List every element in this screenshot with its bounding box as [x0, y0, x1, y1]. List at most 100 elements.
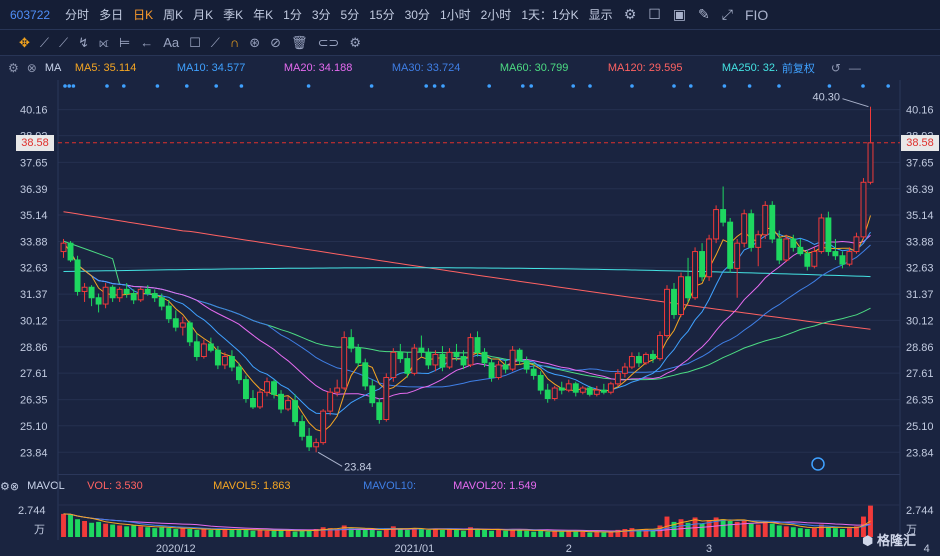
period-tab[interactable]: 多日 — [99, 8, 124, 22]
crosshair-icon[interactable]: ✥ — [19, 34, 30, 50]
y-tick-label-left: 26.35 — [20, 395, 48, 407]
period-tab[interactable]: 30分 — [404, 8, 430, 22]
magnet-icon[interactable]: ∩ — [229, 35, 240, 50]
pen-icon[interactable]: ✎ — [698, 6, 710, 22]
candle-body — [130, 293, 137, 301]
volume-bar — [517, 529, 523, 537]
min-price-label: 23.84 — [344, 461, 372, 473]
volume-bar — [825, 527, 831, 537]
hide-icon[interactable]: ⊘ — [270, 34, 282, 50]
ma5-value: MA5: 35.114 — [74, 62, 137, 74]
period-tab[interactable]: 年K — [253, 8, 274, 22]
volume-bar — [769, 523, 775, 537]
event-marker — [432, 84, 437, 88]
channel-tool-icon[interactable]: ⟖ — [99, 34, 109, 50]
volume-bar — [376, 530, 382, 537]
volume-bar — [657, 525, 663, 537]
candle-body — [250, 398, 256, 408]
wave-tool-icon[interactable]: ↯ — [78, 34, 90, 50]
volume-bar — [145, 527, 151, 537]
candle-body — [397, 351, 404, 360]
period-tab[interactable]: 分时 — [65, 8, 90, 22]
camera-icon[interactable]: ▣ — [672, 6, 687, 22]
candle-body — [362, 362, 369, 387]
arrow-tool-icon[interactable]: ← — [140, 35, 154, 50]
checkbox-icon[interactable]: ☐ — [648, 6, 661, 22]
period-tab[interactable]: 1分 — [283, 8, 302, 22]
fio-button[interactable]: FIO — [744, 6, 769, 23]
fullscreen-icon[interactable]: ⤢ — [721, 6, 733, 22]
volume-bar — [418, 529, 424, 537]
period-tab[interactable]: 月K — [193, 8, 214, 22]
brand-mark-icon: ⬢ — [862, 533, 874, 548]
candle-body — [593, 389, 600, 395]
candle-body — [390, 351, 397, 379]
vol-close-icon[interactable]: ⊗ — [9, 480, 20, 493]
candle-body — [313, 442, 320, 448]
candle-body — [376, 402, 383, 421]
period-tab[interactable]: 周K — [163, 8, 184, 22]
candle-body — [109, 286, 116, 299]
period-tab[interactable]: 1天：1分K — [521, 8, 579, 22]
toolbar-settings-icon[interactable]: ⚙ — [349, 34, 361, 50]
trash-icon[interactable]: 🗑 — [291, 34, 308, 50]
candle-body — [488, 362, 495, 379]
ma-settings-icon[interactable]: ⚙ — [8, 61, 19, 75]
volume-bar — [68, 514, 73, 537]
ma-close-icon[interactable]: ⊗ — [26, 61, 37, 75]
minimize-icon[interactable]: — — [848, 61, 861, 75]
note-tool-icon[interactable]: ☐ — [189, 34, 201, 50]
y-tick-label-right: 25.10 — [906, 421, 934, 433]
ma120-line — [63, 211, 871, 330]
volume-bar — [503, 530, 509, 537]
event-marker — [747, 84, 752, 88]
line-tool-icon[interactable]: ⟋ — [39, 34, 50, 50]
ma60-line — [63, 240, 871, 381]
event-marker — [214, 84, 218, 88]
fib-tool-icon[interactable]: ⊨ — [118, 34, 131, 50]
period-tab[interactable]: 季K — [223, 8, 244, 22]
volume-bar — [699, 523, 705, 537]
period-tab-active[interactable]: 日K — [133, 8, 154, 22]
volume-bar — [110, 524, 116, 537]
volume-bar — [180, 528, 186, 537]
ray-tool-icon[interactable]: ⟋ — [59, 34, 69, 50]
period-tab[interactable]: 3分 — [311, 8, 331, 22]
settings-icon[interactable]: ⚙ — [623, 6, 637, 22]
adjust-mode[interactable]: 前复权 — [781, 63, 815, 75]
ma250-value: MA250: 32. — [721, 62, 779, 74]
candle-body — [748, 213, 755, 248]
vol-unit-left: 万 — [34, 524, 45, 536]
volume-bar — [804, 529, 810, 537]
volume-bar — [706, 520, 712, 537]
volume-bar — [552, 530, 558, 537]
candle-body — [692, 251, 699, 299]
stock-code[interactable]: 603722 — [10, 7, 51, 22]
volume-bar — [454, 529, 459, 537]
candle-body — [95, 297, 102, 305]
x-tick-label: 2021/01 — [394, 543, 434, 555]
lock-icon[interactable]: ⊛ — [249, 34, 261, 50]
period-tab[interactable]: 15分 — [369, 8, 395, 22]
volume-bar — [622, 529, 628, 537]
candle-body — [678, 276, 684, 316]
volume-bar — [531, 531, 537, 537]
link-icon[interactable]: ⊂⊃ — [317, 34, 340, 50]
text-tool-icon[interactable]: Aa — [163, 35, 180, 50]
period-tab[interactable]: 5分 — [340, 8, 360, 22]
candle-body — [172, 318, 179, 328]
candle-body — [88, 286, 95, 299]
display-menu[interactable]: 显示 — [588, 8, 613, 22]
vol-settings-icon[interactable]: ⚙ — [0, 480, 10, 493]
candle-body — [292, 400, 299, 423]
period-tab[interactable]: 1小时 — [439, 8, 471, 22]
candle-body — [537, 374, 544, 391]
ruler-tool-icon[interactable]: ⟋ — [210, 34, 220, 50]
undo-icon[interactable]: ↺ — [830, 61, 841, 75]
volume-bar — [587, 532, 593, 537]
volume-bar — [432, 529, 438, 537]
candle-body — [516, 349, 523, 362]
period-tab[interactable]: 2小时 — [480, 8, 512, 22]
candle-body — [664, 288, 670, 337]
